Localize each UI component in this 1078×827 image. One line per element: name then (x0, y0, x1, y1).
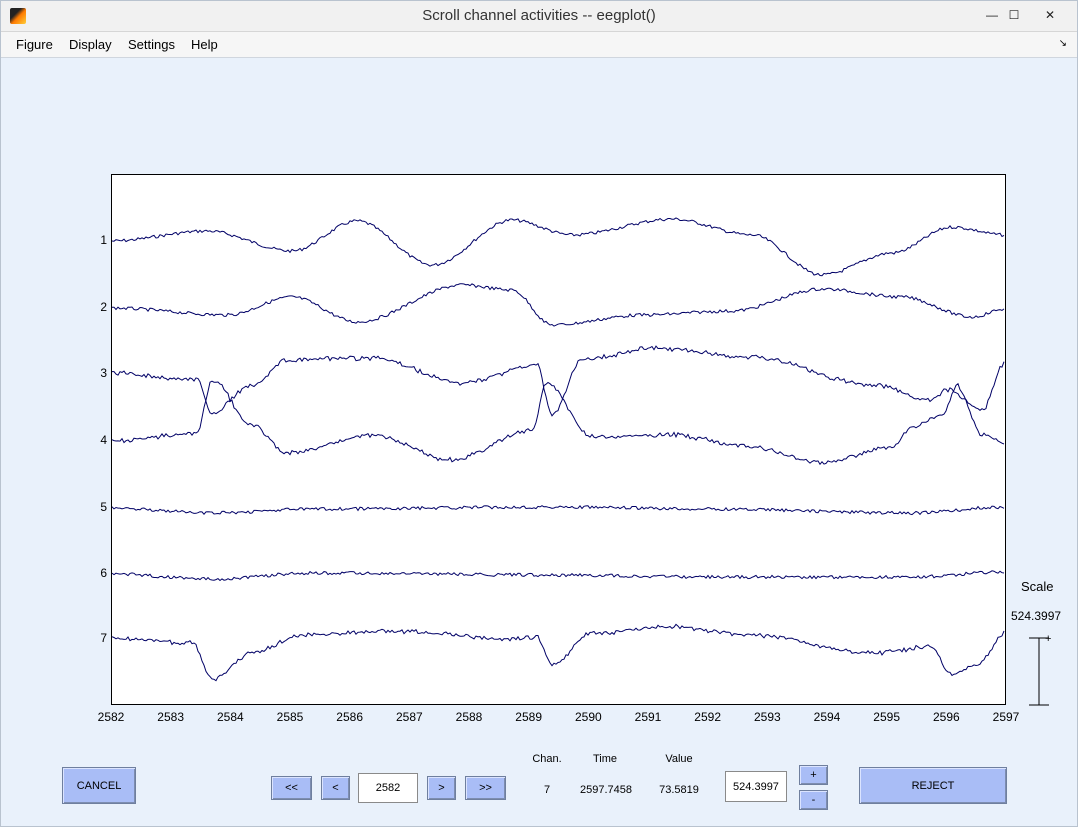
value-value: 73.5819 (659, 784, 699, 796)
menu-settings[interactable]: Settings (128, 37, 175, 52)
time-tick-label: 2592 (694, 710, 721, 724)
channel-label: 6 (100, 566, 107, 580)
position-input[interactable]: 2582 (358, 773, 418, 803)
menu-figure[interactable]: Figure (16, 37, 53, 52)
scale-value: 524.3997 (1011, 609, 1062, 623)
scale-marker: + (1045, 633, 1051, 645)
channel-label: 7 (100, 631, 107, 645)
channel-label: 2 (100, 300, 107, 314)
time-value: 2597.7458 (580, 784, 632, 796)
matlab-logo-icon (10, 8, 26, 24)
channel-trace (112, 380, 1005, 466)
channel-label: 1 (100, 233, 107, 247)
cancel-button[interactable]: CANCEL (62, 767, 136, 804)
channel-trace (112, 345, 1005, 417)
scale-increase-button[interactable]: + (799, 765, 828, 785)
time-tick-label: 2594 (813, 710, 841, 724)
time-header: Time (592, 753, 618, 765)
last-page-button[interactable]: >> (465, 776, 506, 800)
window-title: Scroll channel activities -- eegplot() (422, 7, 656, 24)
next-page-button[interactable]: > (427, 776, 456, 800)
chan-value: 7 (543, 784, 551, 796)
time-tick-label: 2588 (455, 710, 483, 724)
reject-button[interactable]: REJECT (859, 767, 1007, 804)
first-page-button[interactable]: << (271, 776, 312, 800)
time-tick-label: 2586 (336, 710, 363, 724)
scale-input[interactable]: 524.3997 (725, 771, 787, 802)
time-tick-label: 2591 (634, 710, 662, 724)
value-header: Value (665, 753, 693, 765)
channel-trace (112, 217, 1005, 277)
time-tick-label: 2597 (992, 710, 1020, 724)
channel-trace (112, 623, 1005, 682)
time-tick-label: 2584 (216, 710, 244, 724)
previous-page-button[interactable]: < (321, 776, 350, 800)
menu-bar: Figure Display Settings Help ↘ (1, 32, 1077, 58)
menu-help[interactable]: Help (191, 37, 218, 52)
channel-trace (112, 570, 1005, 582)
channel-label: 5 (100, 500, 107, 514)
scale-title: Scale (1021, 579, 1054, 594)
close-button[interactable]: ✕ (1044, 8, 1056, 22)
maximize-button[interactable]: ☐ (1008, 8, 1020, 22)
scale-decrease-button[interactable]: - (799, 790, 828, 810)
time-tick-label: 2593 (753, 710, 781, 724)
time-tick-label: 2589 (515, 710, 542, 724)
scale-bar: + (1029, 633, 1051, 706)
time-tick-label: 2590 (574, 710, 602, 724)
time-tick-label: 2587 (395, 710, 423, 724)
time-tick-label: 2596 (932, 710, 960, 724)
time-tick-label: 2595 (873, 710, 900, 724)
eeg-plot-axes[interactable] (111, 174, 1006, 705)
dock-arrow-icon[interactable]: ↘ (1058, 38, 1067, 49)
channel-label: 4 (100, 433, 107, 447)
channel-label: 3 (100, 366, 107, 380)
chan-header: Chan. (532, 753, 562, 765)
minimize-button[interactable]: — (986, 8, 998, 22)
eeg-traces (112, 217, 1005, 682)
channel-trace (112, 504, 1005, 516)
channel-trace (112, 283, 1005, 327)
menu-display[interactable]: Display (69, 37, 112, 52)
time-tick-label: 2582 (97, 710, 125, 724)
time-tick-label: 2585 (276, 710, 304, 724)
title-bar: Scroll channel activities -- eegplot() —… (1, 1, 1077, 32)
time-tick-label: 2583 (157, 710, 184, 724)
